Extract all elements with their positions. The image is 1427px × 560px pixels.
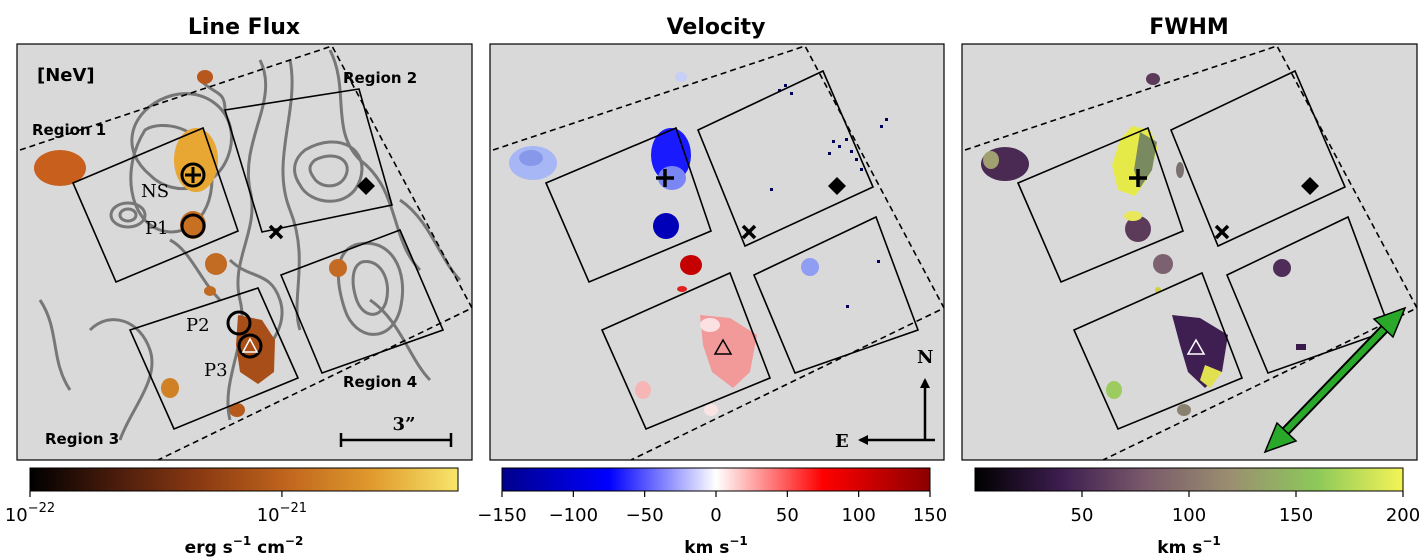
panel-velocity-background xyxy=(490,44,944,460)
colorbar-fwhm-tick-label: 50 xyxy=(1071,505,1094,526)
velocity-region-boxes xyxy=(492,45,944,460)
flux-markers xyxy=(180,162,375,359)
colorbar-velocity-tick-label: 50 xyxy=(776,505,799,526)
x-marker xyxy=(268,224,284,240)
scale-bar-label: 3” xyxy=(393,414,416,435)
colorbar-velocity-tick-label: 0 xyxy=(710,505,721,526)
flux-region-boxes xyxy=(19,45,472,460)
panel-fwhm-background xyxy=(962,44,1417,460)
panel-flux: [NeV] Region 1 Region 2 Region 3 Region … xyxy=(16,43,473,461)
colorbar-flux-unit: erg s−1 cm−2 xyxy=(185,534,304,558)
green-double-arrow xyxy=(1263,306,1407,454)
panel-title-flux: Line Flux xyxy=(188,15,300,40)
colorbar-velocity-tick-label: 150 xyxy=(913,505,947,526)
panel-title-velocity: Velocity xyxy=(667,15,766,40)
triangle-marker xyxy=(241,337,259,353)
colorbar-fwhm-tick-label: 150 xyxy=(1279,505,1313,526)
scale-bar: 3” xyxy=(339,414,453,447)
compass-north: N xyxy=(917,347,933,368)
fwhm-emission xyxy=(981,73,1306,416)
colorbar-velocity-tick-label: 100 xyxy=(841,505,875,526)
plus-marker xyxy=(185,167,201,183)
colorbar-velocity-tick-label: −100 xyxy=(549,505,598,526)
panel-velocity-frame xyxy=(489,43,945,461)
panel-title-fwhm: FWHM xyxy=(1149,15,1229,40)
colorbar-fwhm-tick-label: 100 xyxy=(1172,505,1206,526)
compass: N E xyxy=(835,347,935,452)
diamond-marker xyxy=(1301,177,1319,195)
plus-marker xyxy=(656,169,674,187)
colorbar-velocity-tick-label: −150 xyxy=(477,505,526,526)
colorbar-velocity-tick-label: −50 xyxy=(626,505,664,526)
diamond-marker xyxy=(828,177,846,195)
colorbar-flux-bar xyxy=(29,467,459,492)
colorbar-flux: 10−22 10−21 erg s−1 cm−2 xyxy=(5,467,459,558)
region-4-label: Region 4 xyxy=(343,373,417,391)
colorbar-fwhm: 50 100 150 200 km s−1 xyxy=(974,467,1420,558)
colorbar-flux-tick-label: 10−21 xyxy=(257,501,307,526)
panel-fwhm xyxy=(961,43,1418,461)
source-p1-label: P1 xyxy=(145,218,169,239)
marker-p1 xyxy=(180,213,206,239)
colorbar-flux-tick-label: 10−22 xyxy=(5,501,55,526)
colorbar-velocity-bar xyxy=(501,467,931,492)
colorbar-fwhm-unit: km s−1 xyxy=(1157,534,1220,558)
marker-ns xyxy=(180,162,206,188)
region-2-label: Region 2 xyxy=(343,69,417,87)
marker-p2 xyxy=(226,310,252,336)
compass-east: E xyxy=(835,431,849,452)
panel-flux-frame xyxy=(16,43,473,461)
source-ns-label: NS xyxy=(141,181,169,202)
source-p2-label: P2 xyxy=(186,315,210,336)
diamond-marker xyxy=(357,177,375,195)
plus-marker xyxy=(1129,169,1147,187)
flux-contours xyxy=(38,49,462,441)
velocity-emission xyxy=(509,72,888,416)
colorbar-velocity: −150 −100 −50 0 50 100 150 km s−1 xyxy=(477,467,947,558)
source-p3-label: P3 xyxy=(204,360,228,381)
x-marker xyxy=(1214,224,1230,240)
colorbar-velocity-unit: km s−1 xyxy=(684,534,747,558)
triangle-marker xyxy=(713,338,733,355)
colorbar-fwhm-bar xyxy=(974,467,1404,492)
colorbar-fwhm-tick-label: 200 xyxy=(1386,505,1420,526)
triangle-marker xyxy=(1186,338,1206,355)
x-marker xyxy=(741,224,757,240)
marker-p3 xyxy=(237,333,263,359)
panel-fwhm-frame xyxy=(961,43,1418,461)
region-1-label: Region 1 xyxy=(32,121,106,139)
region-3-label: Region 3 xyxy=(45,430,119,448)
panel-velocity: N E xyxy=(489,43,945,461)
line-label: [NeV] xyxy=(37,65,95,86)
